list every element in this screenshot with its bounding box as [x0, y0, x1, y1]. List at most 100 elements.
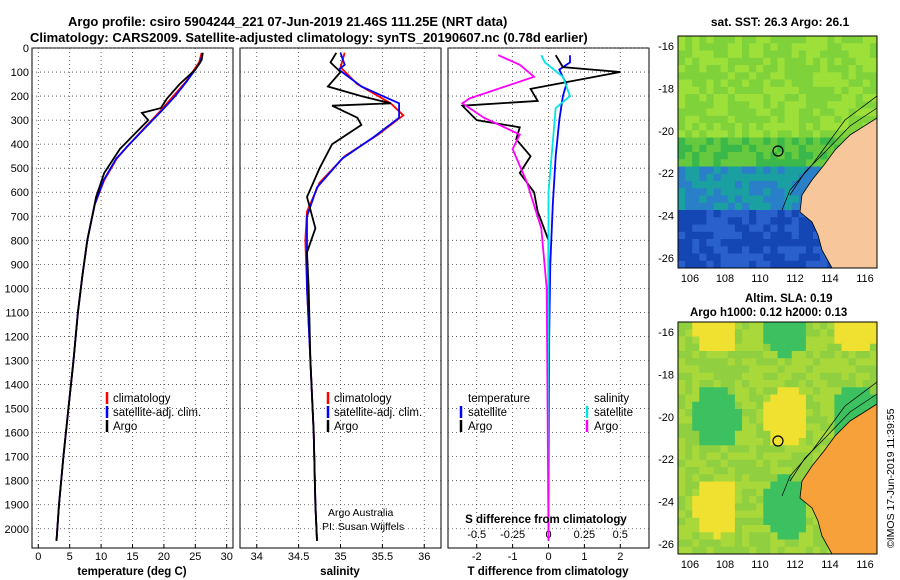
map-cell [770, 224, 779, 233]
map-cell [756, 57, 764, 66]
map-cell [848, 343, 857, 352]
map-cell [692, 445, 700, 454]
map-cell [734, 115, 743, 124]
map-cell [862, 115, 871, 124]
map-cell [827, 380, 835, 388]
map-cell [798, 438, 807, 446]
map-cell [763, 481, 771, 490]
map-cell [727, 188, 736, 197]
map-cell [699, 231, 707, 240]
map-cell [834, 329, 843, 338]
map-cell [763, 253, 771, 262]
map-cell [798, 423, 807, 432]
map-cell [813, 539, 821, 548]
map-cell [805, 322, 814, 330]
map-cell [791, 86, 800, 95]
map-cell [734, 253, 743, 262]
map-cell [820, 329, 828, 338]
map-cell [727, 231, 736, 240]
map-cell [734, 166, 743, 175]
map-cell [855, 351, 864, 359]
map-cell [834, 322, 843, 330]
map-cell [720, 416, 729, 425]
map-cell [692, 467, 700, 475]
map-cell [678, 488, 686, 497]
map-cell [784, 503, 793, 512]
map-cell [706, 144, 715, 153]
map-cell [749, 329, 757, 338]
map-cell [713, 496, 722, 504]
map-cell [692, 43, 700, 52]
map-cell [855, 36, 864, 44]
map-cell [706, 365, 715, 374]
map-cell [734, 351, 743, 359]
map-cell [777, 423, 786, 432]
map-cell [820, 423, 828, 432]
map-cell [777, 546, 786, 554]
map-cell [699, 86, 707, 95]
map-cell [749, 358, 757, 367]
map-cell [720, 496, 729, 504]
map-cell [827, 351, 835, 359]
map-cell [813, 380, 821, 388]
map-cell [734, 438, 743, 446]
map-cell [855, 409, 864, 417]
map-cell [727, 416, 736, 425]
map-cell [791, 166, 800, 175]
map-cell [742, 532, 750, 541]
map-cell [699, 416, 707, 425]
map-cell [805, 452, 814, 461]
map-cell [805, 231, 814, 240]
map-cell [784, 474, 793, 483]
map-cell [763, 137, 771, 146]
map-cell [798, 372, 807, 381]
map-cell [678, 202, 686, 211]
map-cell [841, 387, 850, 396]
map-cell [848, 394, 857, 403]
map-cell [749, 445, 757, 454]
map-cell [727, 152, 736, 160]
map-cell [798, 459, 807, 468]
map-lat-label: -26 [658, 253, 674, 265]
map-cell [798, 430, 807, 439]
map-lat-label: -24 [658, 211, 674, 223]
depth-tick-label: 2000 [5, 524, 29, 536]
map-cell [798, 137, 807, 146]
map-cell [727, 94, 736, 102]
map-cell [720, 517, 729, 526]
map-cell [749, 452, 757, 461]
map-cell [734, 217, 743, 226]
map-cell [685, 430, 693, 439]
map-cell [720, 57, 729, 66]
map-cell [749, 387, 757, 396]
sla-map-title-line2: Argo h1000: 0.12 h2000: 0.13 [690, 307, 847, 319]
map-cell [692, 152, 700, 160]
map-cell [820, 72, 828, 81]
map-cell [798, 166, 807, 175]
map-cell [798, 86, 807, 95]
map-cell [706, 94, 715, 102]
map-cell [763, 517, 771, 526]
map-cell [763, 474, 771, 483]
map-cell [742, 224, 750, 233]
map-cell [720, 231, 729, 240]
map-cell [720, 365, 729, 374]
map-cell [720, 401, 729, 410]
map-cell [827, 329, 835, 338]
map-cell [763, 195, 771, 204]
map-cell [685, 343, 693, 352]
map-cell [756, 416, 764, 425]
map-cell [820, 387, 828, 396]
map-cell [734, 36, 743, 44]
depth-tick-label: 1700 [5, 452, 29, 464]
map-cell [784, 372, 793, 381]
map-cell [727, 322, 736, 330]
map-cell [777, 115, 786, 124]
map-cell [777, 94, 786, 102]
map-cell [734, 365, 743, 374]
map-cell [742, 387, 750, 396]
map-cell [692, 488, 700, 497]
map-cell [749, 224, 757, 233]
map-cell [791, 336, 800, 345]
map-cell [791, 474, 800, 483]
